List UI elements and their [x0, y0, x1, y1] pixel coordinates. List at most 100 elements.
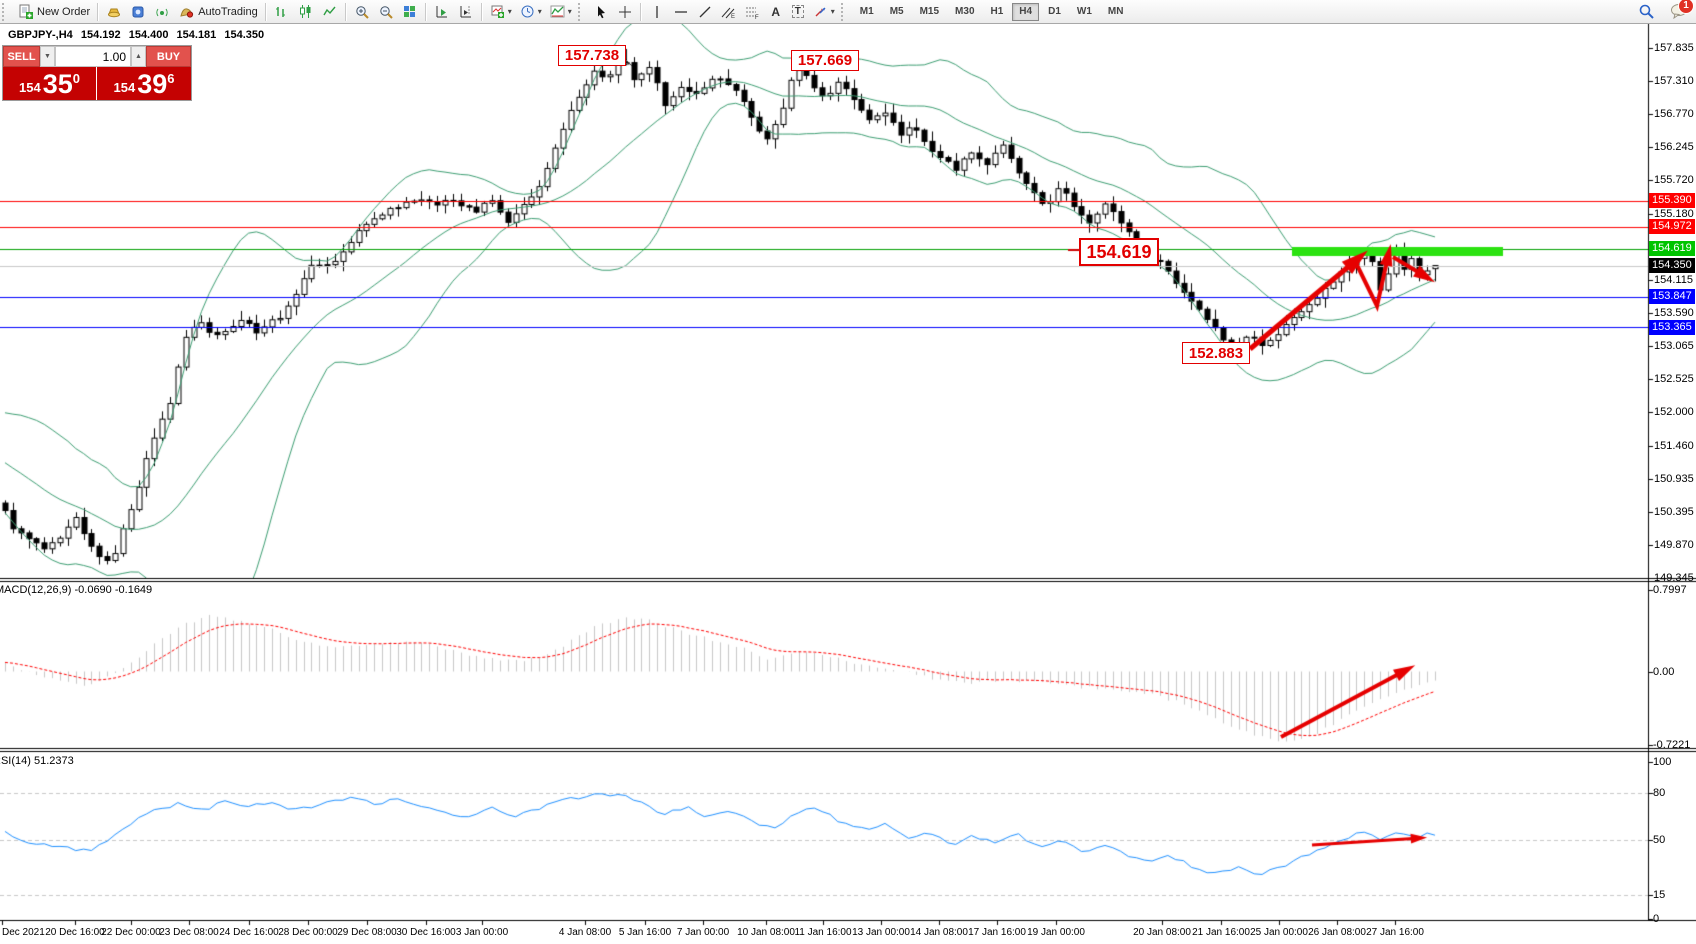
auto-scroll-button[interactable]	[430, 2, 454, 22]
volume-decrease-button[interactable]: ▼	[40, 46, 55, 67]
indicators-dropdown[interactable]: ▾	[546, 2, 576, 22]
time-tick-label: 10 Jan 08:00	[737, 927, 795, 938]
timeframe-m15[interactable]: M15	[913, 3, 946, 21]
price-tick-label: 152.525	[1654, 373, 1694, 386]
toolbar-grip[interactable]	[840, 2, 850, 21]
sell-price[interactable]: 154 35 0	[3, 67, 97, 100]
fibonacci-tool-button[interactable]: F	[741, 2, 765, 22]
autotrading-icon	[178, 4, 194, 20]
quote-bar: GBPJPY-,H4 154.192 154.400 154.181 154.3…	[8, 29, 269, 41]
channel-tool-button[interactable]: E	[717, 2, 741, 22]
metaeditor-button[interactable]	[102, 2, 126, 22]
profiles-dropdown[interactable]: ▾	[516, 2, 546, 22]
price-annotation[interactable]: 157.738	[558, 45, 626, 66]
notification-badge: 1	[1678, 0, 1694, 14]
symbol-period-label: GBPJPY-,H4	[8, 29, 73, 41]
profiles-clock-icon	[520, 4, 536, 20]
buy-price-prefix: 154	[113, 80, 136, 95]
new-order-icon	[17, 4, 33, 20]
time-tick-label: 5 Jan 16:00	[618, 927, 672, 938]
cursor-tool-button[interactable]	[589, 2, 613, 22]
timeframe-m30[interactable]: M30	[948, 3, 981, 21]
text-tool-button[interactable]: A	[765, 2, 787, 22]
price-tick-label: 149.870	[1654, 539, 1694, 552]
timeframe-w1[interactable]: W1	[1070, 3, 1099, 21]
volume-input[interactable]	[55, 46, 131, 67]
price-tick-label: 150.935	[1654, 472, 1694, 485]
toolbar: New Order AutoTrading	[0, 0, 1696, 24]
zoom-out-button[interactable]	[374, 2, 398, 22]
text-label-tool-button[interactable]: T	[787, 2, 809, 22]
rsi-tick-label: 50	[1653, 834, 1666, 847]
line-chart-button[interactable]	[318, 2, 342, 22]
buy-button[interactable]: BUY	[146, 46, 191, 67]
time-tick-label: Dec 2021	[2, 927, 45, 938]
candlestick-chart-icon	[298, 4, 314, 20]
timeframe-d1[interactable]: D1	[1041, 3, 1068, 21]
fibonacci-icon: F	[745, 4, 761, 20]
time-tick-label: 17 Jan 16:00	[968, 927, 1026, 938]
bar-chart-button[interactable]	[270, 2, 294, 22]
separator	[97, 2, 100, 21]
time-tick-label: 19 Jan 00:00	[1027, 927, 1085, 938]
time-tick-label: 11 Jan 16:00	[794, 927, 852, 938]
trendline-tool-button[interactable]	[693, 2, 717, 22]
chart-shift-button[interactable]	[454, 2, 478, 22]
timeframe-m1[interactable]: M1	[853, 3, 881, 21]
trendline-icon	[697, 4, 713, 20]
signals-icon	[154, 4, 170, 20]
toolbar-grip[interactable]	[2, 2, 11, 21]
zoom-in-button[interactable]	[350, 2, 374, 22]
arrows-tool-dropdown[interactable]: ▾	[809, 2, 839, 22]
signals-button[interactable]	[150, 2, 174, 22]
tile-windows-button[interactable]	[398, 2, 422, 22]
timeframe-m5[interactable]: M5	[883, 3, 911, 21]
price-annotation[interactable]: 154.619	[1079, 238, 1159, 266]
price-badge: 155.390	[1649, 193, 1695, 209]
rsi-value: 51.2373	[33, 755, 74, 767]
crosshair-tool-button[interactable]	[613, 2, 637, 22]
panel-splitter-rsi[interactable]	[0, 747, 1648, 751]
time-tick-label: 26 Jan 08:00	[1308, 927, 1366, 938]
macd-tick-label: 0.00	[1653, 665, 1675, 678]
macd-signal-value: -0.1649	[114, 584, 153, 596]
timeframe-mn[interactable]: MN	[1101, 3, 1131, 21]
vertical-line-tool-button[interactable]	[645, 2, 669, 22]
toolbar-grip[interactable]	[577, 2, 587, 21]
timeframe-h4[interactable]: H4	[1012, 2, 1040, 21]
time-tick-label: 29 Dec 08:00	[337, 927, 397, 938]
time-tick-label: 22 Dec 00:00	[101, 927, 161, 938]
new-chart-dropdown[interactable]: ▾	[486, 2, 516, 22]
price-annotation[interactable]: 152.883	[1182, 342, 1250, 364]
chart-shift-icon	[458, 4, 474, 20]
price-annotation[interactable]: 157.669	[791, 50, 859, 71]
panel-splitter-macd[interactable]	[0, 577, 1648, 581]
timeframe-bar: M1 M5 M15 M30 H1 H4 D1 W1 MN	[852, 2, 1132, 21]
quote-high: 154.400	[128, 29, 169, 41]
candlestick-chart-button[interactable]	[294, 2, 318, 22]
timeframe-h1[interactable]: H1	[984, 3, 1011, 21]
time-tick-label: 30 Dec 16:00	[396, 927, 456, 938]
chart-canvas[interactable]	[0, 24, 1696, 944]
horizontal-line-tool-button[interactable]	[669, 2, 693, 22]
search-button[interactable]	[1634, 1, 1658, 21]
chevron-down-icon: ▾	[507, 7, 512, 16]
autotrading-label: AutoTrading	[198, 5, 258, 18]
macd-label: MACD(12,26,9) -0.0690 -0.1649	[0, 584, 153, 596]
notifications-button[interactable]: 1	[1666, 0, 1694, 21]
sell-button[interactable]: SELL	[3, 46, 40, 67]
buy-price-pip: 6	[167, 71, 175, 86]
horizontal-line-icon	[673, 4, 689, 20]
rsi-tick-label: 15	[1653, 889, 1666, 902]
text-tool-icon: A	[771, 4, 781, 19]
market-button[interactable]	[126, 2, 150, 22]
time-tick-label: 4 Jan 08:00	[558, 927, 612, 938]
autotrading-button[interactable]: AutoTrading	[174, 2, 262, 22]
arrows-tool-icon	[813, 4, 829, 20]
separator	[480, 2, 483, 21]
new-order-button[interactable]: New Order	[13, 2, 94, 22]
volume-increase-button[interactable]: ▲	[131, 46, 146, 67]
buy-price[interactable]: 154 39 6	[97, 67, 191, 100]
buy-price-big: 39	[137, 69, 168, 99]
